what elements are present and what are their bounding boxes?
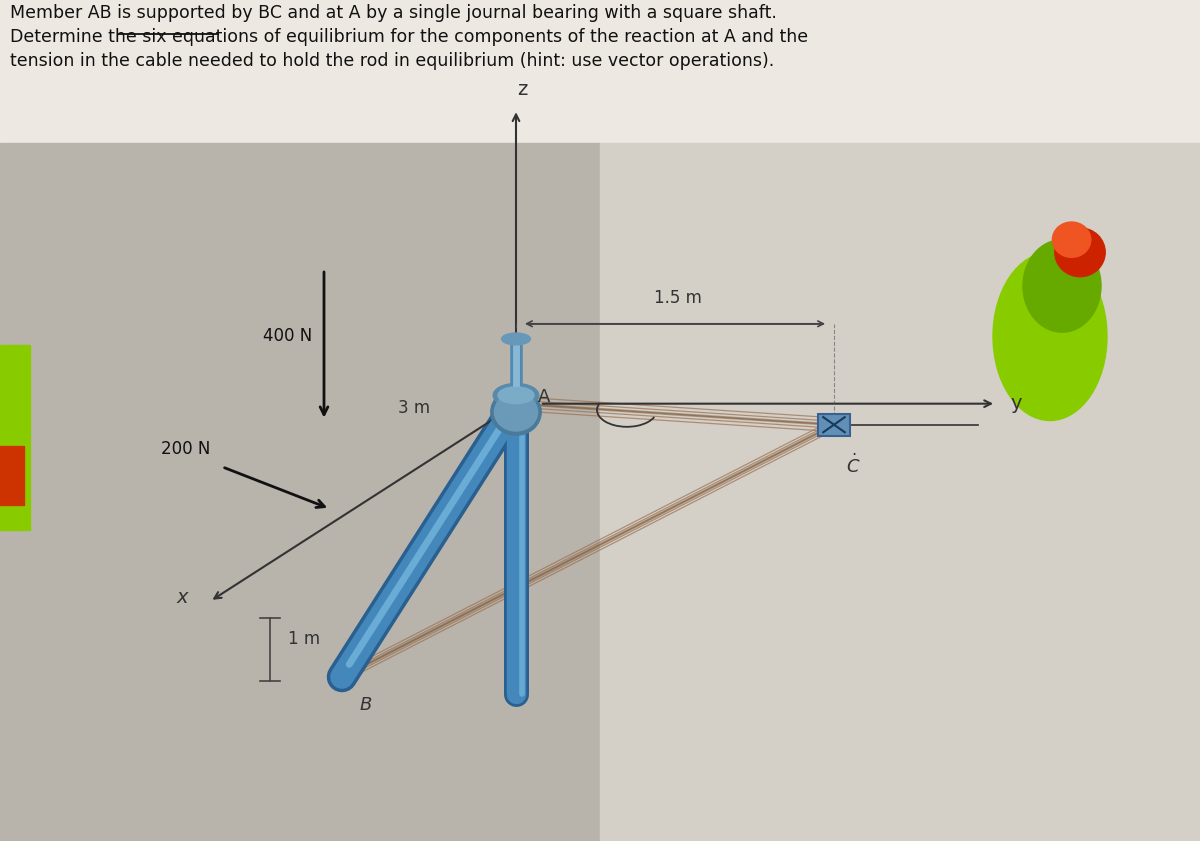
Text: Determine the six equations of equilibrium for the components of the reaction at: Determine the six equations of equilibri…: [10, 28, 808, 45]
Text: $\dot{C}$: $\dot{C}$: [846, 454, 860, 478]
Text: z: z: [517, 80, 527, 99]
Ellipse shape: [1052, 222, 1091, 257]
Text: 200 N: 200 N: [161, 441, 210, 458]
Text: A: A: [538, 388, 550, 406]
Text: 1.5 m: 1.5 m: [654, 289, 702, 307]
Bar: [818, 414, 850, 436]
Ellipse shape: [502, 333, 530, 345]
Ellipse shape: [498, 387, 534, 404]
Bar: [0, 0, 1200, 143]
Text: Member AB is supported by BC and at A by a single journal bearing with a square : Member AB is supported by BC and at A by…: [10, 4, 776, 22]
Ellipse shape: [1022, 240, 1102, 332]
Bar: [0, 143, 600, 841]
Ellipse shape: [494, 394, 538, 431]
Text: x: x: [176, 588, 188, 606]
Ellipse shape: [994, 252, 1108, 420]
Bar: [0, 345, 30, 530]
Text: y: y: [1010, 394, 1022, 413]
Bar: [0, 446, 24, 505]
Bar: [600, 143, 1200, 841]
Text: 3 m: 3 m: [398, 399, 430, 417]
Ellipse shape: [1055, 228, 1105, 277]
Ellipse shape: [491, 389, 541, 436]
Ellipse shape: [493, 383, 539, 407]
Text: tension in the cable needed to hold the rod in equilibrium (hint: use vector ope: tension in the cable needed to hold the …: [10, 52, 774, 70]
Text: B: B: [360, 696, 372, 713]
Text: 1 m: 1 m: [288, 630, 320, 648]
Text: 400 N: 400 N: [263, 327, 312, 346]
